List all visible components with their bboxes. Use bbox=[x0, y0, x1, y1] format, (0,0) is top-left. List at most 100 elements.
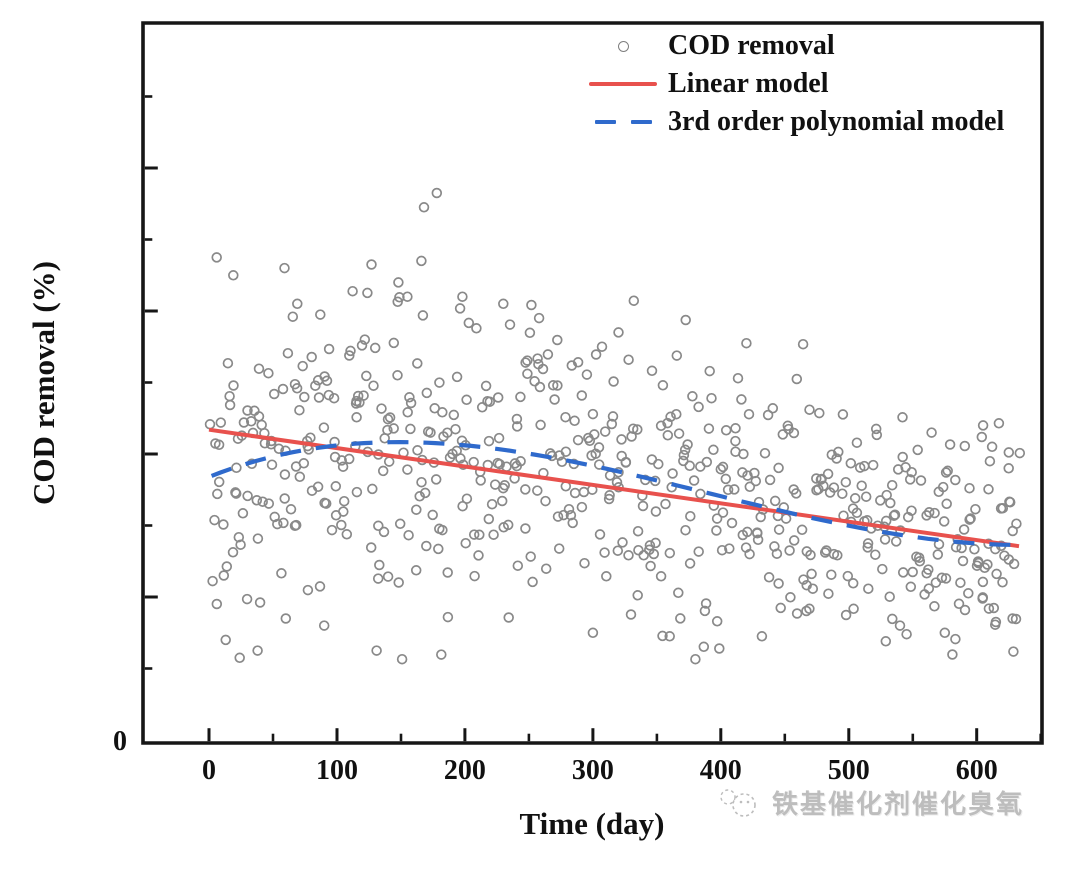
scatter-point bbox=[907, 566, 918, 578]
scatter-point bbox=[970, 503, 981, 515]
scatter-point bbox=[228, 380, 239, 391]
scatter-point bbox=[593, 442, 605, 453]
scatter-point bbox=[371, 645, 382, 656]
scatter-point bbox=[263, 367, 274, 379]
scatter-point bbox=[1008, 558, 1020, 570]
scatter-point bbox=[268, 388, 280, 400]
scatter-point bbox=[475, 475, 486, 486]
scatter-point bbox=[848, 603, 859, 615]
scatter-point bbox=[474, 529, 485, 541]
scatter-point bbox=[664, 631, 675, 642]
scatter-point bbox=[982, 559, 993, 570]
scatter-point bbox=[801, 605, 812, 617]
scatter-point bbox=[569, 487, 581, 499]
scatter-point bbox=[714, 643, 725, 654]
scatter-point bbox=[278, 517, 289, 529]
scatter-point bbox=[751, 527, 763, 538]
scatter-point bbox=[807, 583, 819, 594]
scatter-point bbox=[785, 592, 796, 603]
scatter-point bbox=[775, 602, 786, 614]
scatter-point bbox=[901, 628, 912, 640]
scatter-point bbox=[502, 519, 514, 531]
legend-item-cod-removal: COD removal bbox=[584, 27, 1004, 65]
scatter-point bbox=[388, 337, 400, 349]
scatter-point bbox=[969, 544, 980, 555]
scatter-point bbox=[328, 392, 340, 404]
scatter-point bbox=[238, 417, 250, 428]
legend-label-linear-model: Linear model bbox=[668, 68, 829, 99]
linear-model-line bbox=[208, 427, 1020, 549]
scatter-point bbox=[532, 485, 543, 496]
scatter-point bbox=[650, 506, 662, 517]
scatter-point bbox=[336, 519, 347, 531]
scatter-point bbox=[871, 429, 883, 441]
legend: COD removal Linear model 3rd order polyn… bbox=[584, 27, 1004, 141]
scatter-point bbox=[906, 466, 917, 478]
scatter-point bbox=[461, 493, 473, 504]
scatter-point bbox=[388, 423, 399, 434]
scatter-point bbox=[231, 462, 242, 474]
scatter-point bbox=[405, 397, 417, 409]
scatter-point bbox=[402, 407, 413, 418]
scatter-point bbox=[228, 270, 239, 281]
scatter-point bbox=[929, 507, 940, 519]
scatter-point bbox=[486, 498, 498, 510]
scatter-point bbox=[780, 513, 792, 524]
scatter-point bbox=[964, 482, 975, 494]
scatter-point bbox=[454, 303, 466, 314]
scatter-point bbox=[633, 544, 644, 556]
scatter-point bbox=[338, 506, 349, 517]
scatter-point bbox=[314, 581, 326, 592]
scatter-point bbox=[257, 496, 268, 507]
scatter-point bbox=[623, 550, 634, 561]
scatter-point bbox=[847, 578, 859, 589]
scatter-point bbox=[436, 649, 447, 660]
scatter-point bbox=[726, 517, 738, 529]
scatter-point bbox=[732, 372, 744, 384]
scatter-point bbox=[963, 588, 974, 599]
scatter-point bbox=[923, 583, 935, 594]
scatter-point bbox=[213, 439, 225, 451]
scatter-point bbox=[581, 369, 593, 380]
scatter-point bbox=[534, 381, 546, 393]
scatter-point bbox=[220, 634, 231, 646]
scatter-point bbox=[358, 390, 369, 401]
scatter-point bbox=[892, 464, 904, 475]
scatter-point bbox=[915, 475, 927, 486]
scatter-point bbox=[374, 559, 385, 571]
scatter-point bbox=[929, 601, 940, 612]
scatter-points bbox=[204, 187, 1026, 665]
scatter-point bbox=[940, 467, 952, 478]
scatter-point bbox=[623, 354, 634, 365]
scatter-point bbox=[679, 444, 691, 456]
scatter-point bbox=[241, 593, 253, 605]
x-tick-label: 500 bbox=[828, 755, 870, 786]
scatter-point bbox=[773, 578, 784, 589]
scatter-point bbox=[947, 649, 958, 660]
scatter-point bbox=[310, 380, 321, 391]
scatter-point bbox=[537, 363, 549, 375]
scatter-point bbox=[957, 555, 969, 567]
scatter-point bbox=[940, 573, 952, 584]
scatter-point bbox=[782, 420, 794, 432]
scatter-point bbox=[218, 570, 230, 581]
scatter-point bbox=[209, 514, 220, 526]
scatter-point bbox=[306, 351, 317, 363]
scatter-point bbox=[638, 550, 649, 561]
scatter-point bbox=[434, 377, 445, 388]
x-tick-label: 100 bbox=[316, 755, 358, 786]
scatter-point bbox=[840, 609, 852, 621]
scatter-point bbox=[930, 577, 942, 588]
scatter-point bbox=[590, 349, 602, 360]
scatter-point bbox=[422, 426, 434, 437]
scatter-point bbox=[818, 480, 829, 492]
scatter-point bbox=[828, 482, 840, 493]
scatter-point bbox=[897, 451, 908, 463]
scatter-point bbox=[613, 327, 624, 338]
scatter-point bbox=[773, 462, 784, 474]
scatter-point bbox=[646, 365, 658, 377]
scatter-point bbox=[383, 456, 395, 467]
scatter-point bbox=[950, 633, 961, 645]
scatter-point bbox=[369, 342, 381, 354]
scatter-point bbox=[627, 423, 639, 434]
